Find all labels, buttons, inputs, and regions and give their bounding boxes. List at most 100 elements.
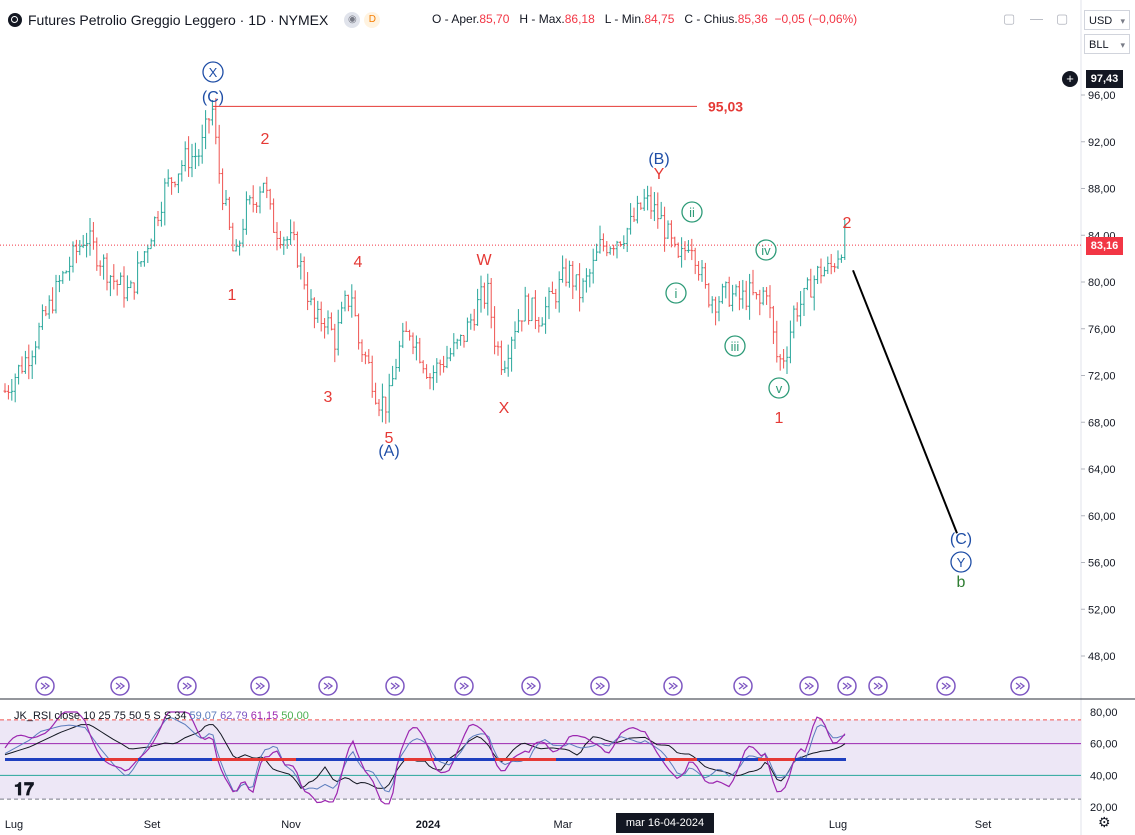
maximize-icon[interactable]: ▢ [1056, 11, 1069, 26]
event-marker-icon[interactable] [837, 676, 857, 696]
event-marker-arrow [738, 682, 749, 690]
wave-label: X [499, 400, 510, 417]
wave-label: v [776, 381, 783, 396]
event-marker-icon[interactable] [936, 676, 956, 696]
x-tick-label: Lug [829, 819, 847, 831]
wave-label: 2 [843, 215, 852, 232]
wave-label: (C) [202, 89, 224, 106]
window-icon[interactable]: ▢ [1003, 11, 1016, 26]
open-label: O - Aper. [432, 12, 480, 26]
tradingview-logo[interactable]: 𝟏𝟕 [14, 779, 35, 799]
high-label: H - Max. [519, 12, 565, 26]
event-marker-icon[interactable] [35, 676, 55, 696]
wave-label: Y [654, 166, 665, 183]
delayed-badge[interactable]: D [364, 12, 381, 28]
unit-select[interactable]: BLL [1084, 34, 1130, 55]
rsi-tick-label: 40,00 [1090, 770, 1118, 782]
wave-label: iv [761, 243, 771, 258]
add-icon[interactable]: + [1062, 71, 1078, 87]
event-marker-arrow [595, 682, 606, 690]
y-tick-label: 80,00 [1088, 277, 1116, 289]
event-marker-icon[interactable] [110, 676, 130, 696]
currency-select[interactable]: USD [1084, 10, 1130, 31]
low-label: L - Min. [604, 12, 645, 26]
event-marker-icon[interactable] [1010, 676, 1030, 696]
event-marker-icon[interactable] [177, 676, 197, 696]
event-marker-arrow [873, 682, 884, 690]
rsi-tick-label: 20,00 [1090, 802, 1118, 814]
wave-label: ii [689, 205, 695, 220]
wave-label: 5 [385, 430, 394, 447]
price-axis: 96,0092,0088,0084,0080,0076,0072,0068,00… [1081, 90, 1116, 663]
ohlc-legend: O - Aper.85,70 H - Max.86,18 L - Min.84,… [432, 12, 857, 26]
event-marker-icon[interactable] [454, 676, 474, 696]
y-tick-label: 88,00 [1088, 184, 1116, 196]
rsi-line [4, 711, 846, 805]
wave-circle [950, 551, 972, 573]
event-marker-icon[interactable] [521, 676, 541, 696]
event-marker-arrow [255, 682, 266, 690]
rsi-value-4: 50,00 [281, 710, 309, 722]
event-marker-icon[interactable] [799, 676, 819, 696]
visibility-icon[interactable]: ◉ [344, 12, 361, 28]
wave-circle [724, 335, 746, 357]
wave-label: (B) [648, 151, 669, 168]
wave-circle [202, 61, 224, 83]
event-marker-arrow [459, 682, 470, 690]
change-value: −0,05 (−0,06%) [774, 12, 858, 26]
time-axis: Lug Set Nov 2024 Mar Lug Set [5, 819, 991, 831]
x-tick-label: Lug [5, 819, 23, 831]
rsi-slow-line [4, 724, 846, 789]
event-marker-icon[interactable] [663, 676, 683, 696]
event-markers [35, 676, 1030, 696]
close-label: C - Chius. [684, 12, 738, 26]
top-price-tag: 97,43 [1086, 70, 1123, 88]
rsi-tick-label: 60,00 [1090, 739, 1118, 751]
rsi-tick-label: 80,00 [1090, 707, 1118, 719]
event-marker-arrow [323, 682, 334, 690]
rsi-legend[interactable]: JK_RSI close 10 25 75 50 5 S S 34 59,07 … [14, 710, 309, 722]
event-marker-icon[interactable] [733, 676, 753, 696]
settings-gear-icon[interactable]: ⚙ [1098, 814, 1111, 830]
y-tick-label: 56,00 [1088, 558, 1116, 570]
y-tick-label: 52,00 [1088, 604, 1116, 616]
wave-label: 4 [354, 254, 363, 271]
high-value: 86,18 [564, 12, 595, 26]
event-marker-arrow [40, 682, 51, 690]
symbol-header[interactable]: Futures Petrolio Greggio Leggero · 1D · … [8, 10, 381, 30]
wave-label: 1 [775, 410, 784, 427]
wave-label: W [476, 252, 492, 269]
x-tick-label: Set [975, 819, 992, 831]
symbol-title[interactable]: Futures Petrolio Greggio Leggero · 1D · … [28, 12, 329, 28]
y-tick-label: 64,00 [1088, 464, 1116, 476]
rsi-mid-line [4, 716, 846, 793]
event-marker-icon[interactable] [250, 676, 270, 696]
symbol-logo-icon [8, 13, 22, 27]
y-tick-label: 60,00 [1088, 511, 1116, 523]
wave-label: Y [957, 555, 966, 570]
rsi-pane: 80,00 60,00 40,00 20,00 [0, 707, 1118, 814]
close-value: 85,36 [737, 12, 768, 26]
wave-label: 1 [228, 287, 237, 304]
wave-circle [755, 239, 777, 261]
event-marker-icon[interactable] [590, 676, 610, 696]
event-marker-icon[interactable] [385, 676, 405, 696]
y-tick-label: 68,00 [1088, 417, 1116, 429]
y-tick-label: 48,00 [1088, 651, 1116, 663]
wave-label: 2 [261, 131, 270, 148]
event-marker-arrow [390, 682, 401, 690]
wave-circle [681, 201, 703, 223]
minimize-icon[interactable]: — [1030, 11, 1043, 26]
y-tick-label: 92,00 [1088, 137, 1116, 149]
projection-line [852, 269, 958, 534]
event-marker-icon[interactable] [318, 676, 338, 696]
event-marker-icon[interactable] [868, 676, 888, 696]
low-value: 84,75 [644, 12, 675, 26]
x-tick-label: Set [144, 819, 161, 831]
resistance-label: 95,03 [708, 98, 743, 114]
event-marker-arrow [804, 682, 815, 690]
open-value: 85,70 [479, 12, 510, 26]
